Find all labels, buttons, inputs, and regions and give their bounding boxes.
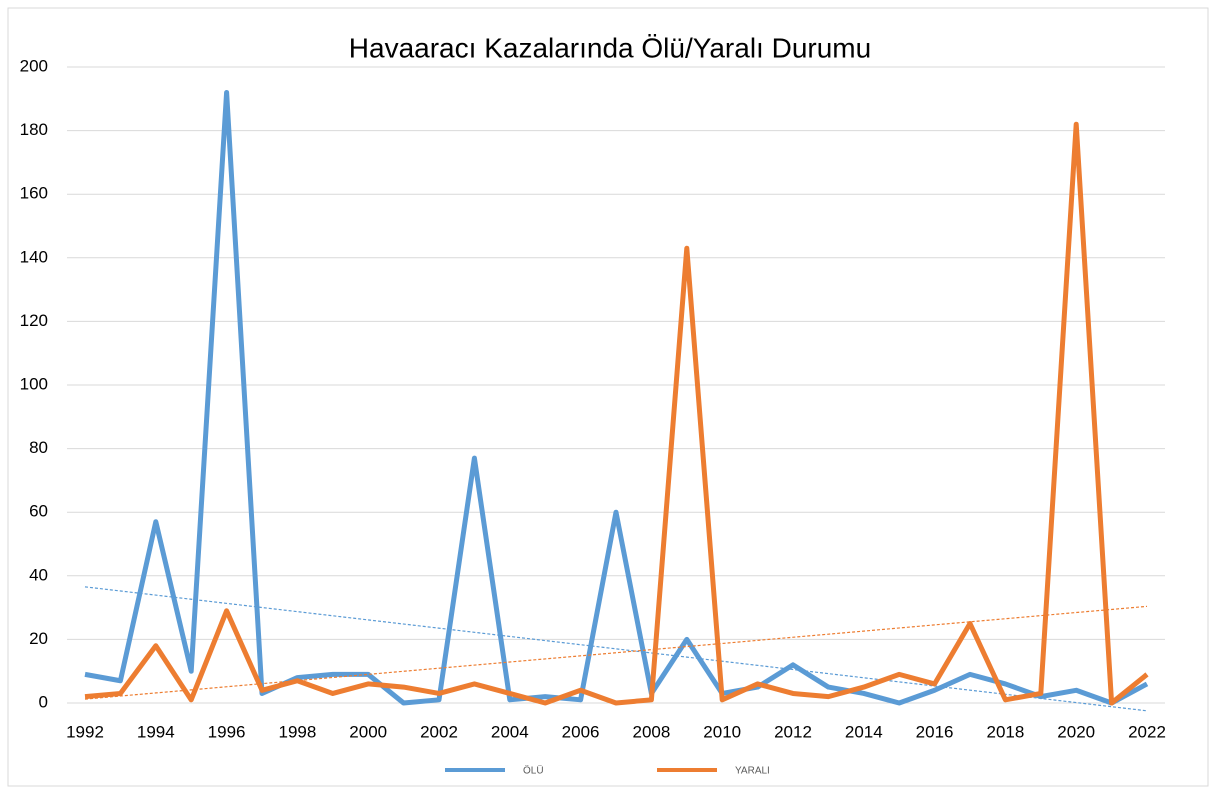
legend-label: ÖLÜ <box>523 765 544 777</box>
trendline <box>84 586 1148 712</box>
x-tick-label: 1998 <box>278 722 316 741</box>
x-tick-label: 2016 <box>916 722 954 741</box>
y-tick-label: 80 <box>29 438 48 457</box>
y-tick-label: 20 <box>29 629 48 648</box>
x-tick-label: 2008 <box>632 722 670 741</box>
x-tick-label: 1992 <box>66 722 104 741</box>
legend-label: YARALI <box>735 766 770 777</box>
x-tick-label: 2018 <box>986 722 1024 741</box>
x-tick-label: 2020 <box>1057 722 1095 741</box>
x-tick-label: 2004 <box>491 722 529 741</box>
y-tick-label: 100 <box>20 374 48 393</box>
x-tick-label: 2002 <box>420 722 458 741</box>
y-tick-label: 180 <box>20 120 48 139</box>
chart-frame <box>7 7 1209 787</box>
x-tick-label: 2006 <box>562 722 600 741</box>
x-tick-label: 2010 <box>703 722 741 741</box>
y-tick-label: 40 <box>29 565 48 584</box>
x-tick-label: 1994 <box>137 722 175 741</box>
series-line <box>84 89 1149 706</box>
x-tick-label: 2012 <box>774 722 812 741</box>
x-tick-label: 1996 <box>208 722 246 741</box>
y-tick-label: 160 <box>20 184 48 203</box>
series-line <box>84 121 1149 706</box>
x-tick-label: 2014 <box>845 722 883 741</box>
y-tick-label: 0 <box>39 692 48 711</box>
y-tick-label: 140 <box>20 247 48 266</box>
y-tick-label: 200 <box>20 56 48 75</box>
x-tick-label: 2022 <box>1128 722 1166 741</box>
chart-title: Havaaracı Kazalarında Ölü/Yaralı Durumu <box>349 32 871 63</box>
y-tick-label: 120 <box>20 311 48 330</box>
x-tick-label: 2000 <box>349 722 387 741</box>
trendline <box>84 605 1148 700</box>
y-tick-label: 60 <box>29 502 48 521</box>
